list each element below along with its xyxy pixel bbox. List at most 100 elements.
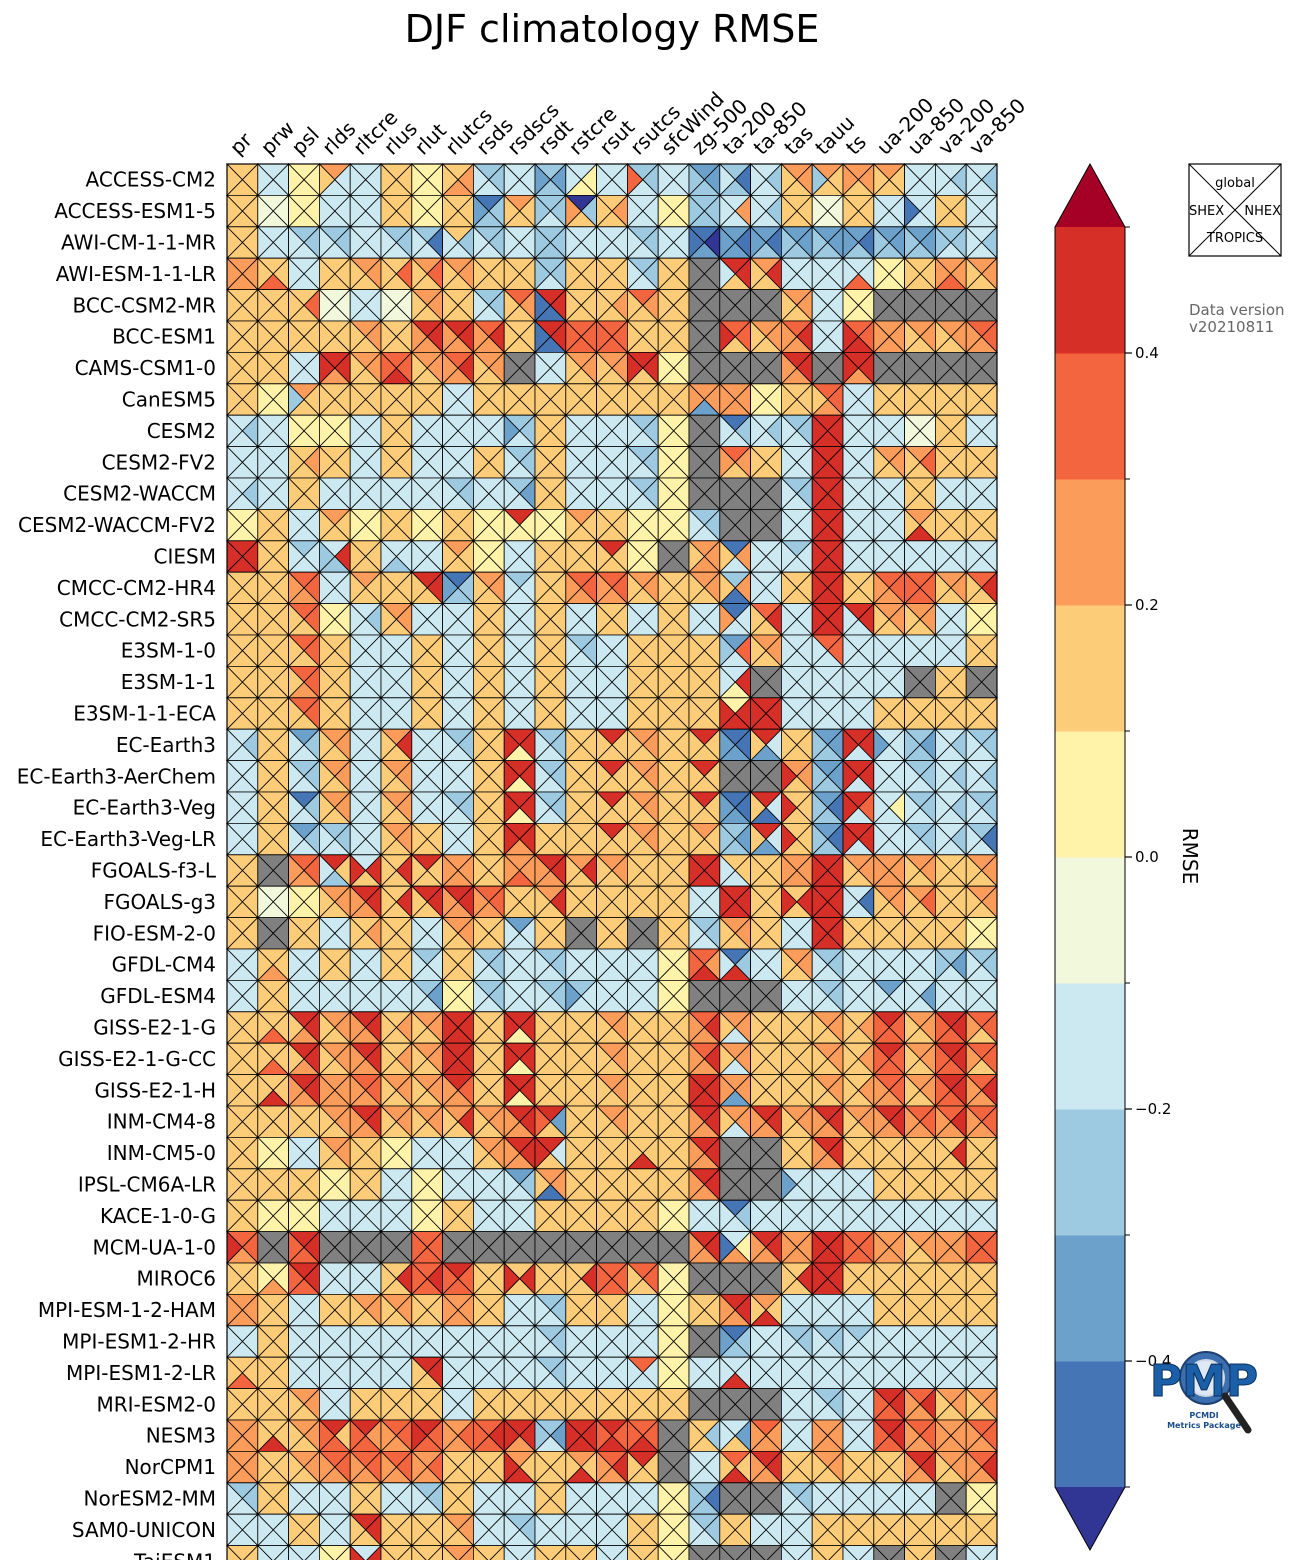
- triangle-shex: [965, 288, 983, 322]
- triangle-shex: [534, 257, 551, 291]
- triangle-shex: [257, 602, 274, 636]
- triangle-shex: [442, 194, 459, 228]
- triangle-shex: [873, 382, 890, 417]
- triangle-shex: [565, 477, 582, 511]
- triangle-shex: [965, 571, 983, 605]
- triangle-shex: [811, 445, 829, 479]
- triangle-shex: [288, 477, 305, 511]
- triangle-shex: [596, 351, 613, 385]
- row-label: EC-Earth3-AerChem: [17, 764, 216, 788]
- triangle-shex: [503, 414, 521, 448]
- triangle-shex: [965, 351, 983, 385]
- triangle-shex: [657, 257, 675, 291]
- triangle-shex: [288, 320, 305, 354]
- triangle-shex: [781, 508, 798, 542]
- triangle-shex: [318, 414, 336, 448]
- triangle-shex: [411, 194, 428, 228]
- triangle-shex: [596, 445, 613, 479]
- triangle-shex: [596, 508, 613, 542]
- triangle-shex: [380, 225, 397, 260]
- triangle-shex: [503, 382, 521, 417]
- triangle-shex: [318, 634, 336, 668]
- triangle-shex: [257, 445, 274, 479]
- triangle-shex: [719, 257, 736, 291]
- triangle-shex: [472, 225, 490, 260]
- triangle-shex: [380, 320, 397, 354]
- triangle-shex: [842, 163, 859, 197]
- triangle-shex: [349, 225, 367, 260]
- triangle-shex: [781, 602, 798, 636]
- triangle-shex: [811, 477, 829, 511]
- triangle-shex: [596, 477, 613, 511]
- logo-text: PMP: [1150, 1356, 1258, 1407]
- triangle-shex: [596, 163, 613, 197]
- triangle-shex: [965, 257, 983, 291]
- row-label: CMCC-CM2-SR5: [59, 607, 216, 631]
- triangle-shex: [257, 225, 274, 260]
- triangle-shex: [380, 288, 397, 322]
- triangle-shex: [688, 477, 705, 511]
- chart-title: DJF climatology RMSE: [405, 7, 820, 51]
- triangle-shex: [472, 571, 490, 605]
- triangle-shex: [750, 194, 767, 228]
- triangle-shex: [811, 320, 829, 354]
- triangle-shex: [380, 445, 397, 479]
- triangle-shex: [472, 602, 490, 636]
- triangle-shex: [935, 539, 952, 574]
- triangle-shex: [349, 288, 367, 322]
- row-label: FGOALS-g3: [103, 890, 216, 914]
- triangle-shex: [596, 257, 613, 291]
- row-label: E3SM-1-0: [121, 639, 216, 663]
- triangle-shex: [318, 288, 336, 322]
- triangle-shex: [534, 288, 551, 322]
- triangle-shex: [472, 320, 490, 354]
- pmp-logo: PMP PCMDI Metrics Package: [1149, 1351, 1259, 1434]
- triangle-shex: [472, 194, 490, 228]
- triangle-shex: [719, 288, 736, 322]
- triangle-shex: [380, 477, 397, 511]
- triangle-shex: [411, 414, 428, 448]
- triangle-shex: [565, 571, 582, 605]
- row-label: CMCC-CM2-HR4: [57, 576, 216, 600]
- triangle-shex: [873, 414, 890, 448]
- row-label: EC-Earth3-Veg-LR: [40, 827, 216, 851]
- triangle-shex: [965, 477, 983, 511]
- row-label: BCC-CSM2-MR: [72, 293, 216, 317]
- triangle-shex: [442, 539, 459, 574]
- triangle-shex: [935, 602, 952, 636]
- triangle-shex: [935, 477, 952, 511]
- triangle-shex: [503, 194, 521, 228]
- triangle-shex: [257, 539, 274, 574]
- triangle-shex: [719, 477, 736, 511]
- colorbar-segment: [1055, 1235, 1125, 1362]
- triangle-shex: [842, 445, 859, 479]
- triangle-shex: [842, 477, 859, 511]
- triangle-shex: [935, 320, 952, 354]
- triangle-shex: [688, 194, 705, 228]
- triangle-shex: [904, 508, 921, 542]
- triangle-shex: [534, 163, 551, 197]
- triangle-shex: [534, 414, 551, 448]
- triangle-shex: [873, 508, 890, 542]
- triangle-shex: [565, 634, 582, 668]
- triangle-shex: [288, 257, 305, 291]
- triangle-shex: [596, 225, 613, 260]
- triangle-shex: [349, 351, 367, 385]
- triangle-shex: [442, 320, 459, 354]
- triangle-shex: [781, 445, 798, 479]
- row-label: E3SM-1-1-ECA: [73, 702, 216, 726]
- triangle-shex: [503, 163, 521, 197]
- triangle-shex: [935, 194, 952, 228]
- triangle-shex: [627, 288, 644, 322]
- triangle-shex: [472, 414, 490, 448]
- triangle-shex: [349, 382, 367, 417]
- row-label: CESM2-FV2: [102, 450, 216, 474]
- triangle-shex: [935, 571, 952, 605]
- triangle-shex: [318, 571, 336, 605]
- triangle-shex: [411, 508, 428, 542]
- triangle-shex: [657, 477, 675, 511]
- row-label: CAMS-CSM1-0: [75, 356, 216, 380]
- triangle-shex: [811, 225, 829, 260]
- triangle-shex: [565, 194, 582, 228]
- row-label: CanESM5: [122, 388, 216, 412]
